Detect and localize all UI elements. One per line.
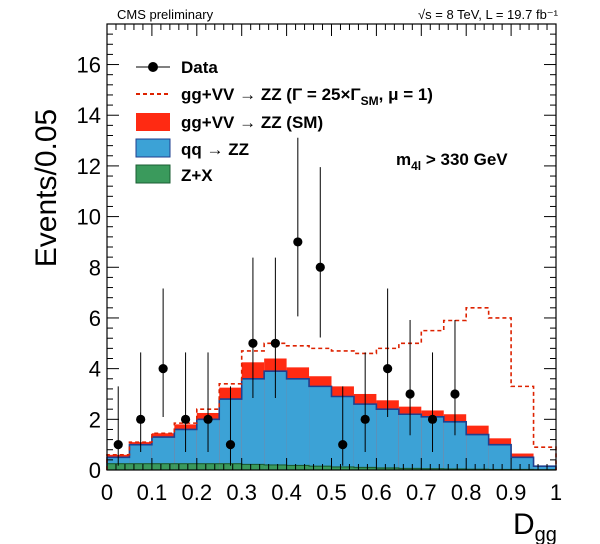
x-tick-label: 0.9 [496,480,527,505]
legend-label-qqzz: qq → ZZ [181,140,249,159]
bin-qqzz [264,371,287,470]
bin-qqzz [309,386,332,470]
y-tick-label: 4 [89,357,101,382]
data-point [427,414,438,424]
y-tick-label: 8 [89,255,101,280]
legend: Data gg+VV → ZZ (Γ = 25×ΓSM, μ = 1) gg+V… [135,58,433,185]
data-point [248,338,258,348]
x-axis-title-main: D [513,508,535,541]
x-tick-label: 1 [550,480,562,505]
bin-zx [264,464,287,470]
data-point [203,414,213,424]
data-point [180,414,191,424]
y-tick-label: 10 [77,205,101,230]
bin-zx [129,463,152,470]
x-tick-label: 0.8 [451,480,482,505]
legend-bsm-main: gg+VV → ZZ (Γ = 25×Γ [181,85,361,104]
annotation-main: m [396,150,411,169]
axis-ticks [106,23,557,471]
zx-outline [106,463,557,471]
legend-sm-swatch [136,113,170,131]
legend-label-sm: gg+VV → ZZ (SM) [181,113,323,132]
data-point [405,389,415,399]
x-tick-label: 0.1 [137,480,168,505]
bin-zx [376,467,399,470]
bin-zx [241,464,265,470]
data-point [315,262,325,272]
x-tick-label: 0.6 [361,480,392,505]
data-point [113,440,123,450]
mass-cut-annotation: m4l > 330 GeV [396,150,508,173]
annotation-sub: 4l [411,159,421,173]
bin-qqzz [511,457,534,470]
bin-qqzz [376,409,399,470]
histogram-layer [106,307,557,471]
bin-qqzz [398,414,422,470]
y-tick-label: 0 [89,458,101,483]
data-point [158,364,168,374]
bin-zx [353,467,377,470]
bsm-dashed-line [106,307,557,470]
data-point [383,364,393,374]
bin-zx [151,463,175,470]
data-point [293,237,303,247]
bin-zx [286,465,310,470]
y-tick-label: 2 [89,407,101,432]
header-left: CMS preliminary [117,7,214,22]
y-tick-labels: 0 2 4 6 8 10 12 14 16 [77,53,101,483]
x-tick-label: 0.4 [271,480,302,505]
bin-qqzz [151,437,175,470]
x-axis-title-sub: gg [535,524,557,544]
legend-bsm-sub: SM [361,94,379,108]
bin-zx [398,468,422,470]
bin-zx [196,463,220,470]
data-points-layer [113,137,460,466]
legend-zx-swatch [135,164,171,184]
x-tick-labels: 0 0.1 0.2 0.3 0.4 0.5 0.6 0.7 0.8 0.9 1 [101,480,562,505]
data-point [270,338,280,348]
x-axis-title: Dgg [513,508,557,544]
bin-qqzz [286,378,310,470]
header-right: √s = 8 TeV, L = 19.7 fb⁻¹ [418,7,559,22]
bin-zx [219,463,242,470]
y-tick-label: 14 [77,103,101,128]
data-point [225,440,236,450]
y-tick-label: 16 [77,53,101,78]
bin-zx [309,466,332,470]
bin-zx [421,468,444,470]
bin-zx [331,466,354,470]
legend-bsm-end: , μ = 1) [379,85,433,104]
y-tick-label: 6 [89,306,101,331]
x-tick-label: 0 [101,480,113,505]
x-tick-label: 0.7 [406,480,437,505]
data-point [338,440,348,450]
x-tick-label: 0.5 [316,480,347,505]
y-tick-label: 12 [77,154,101,179]
x-tick-label: 0.3 [226,480,257,505]
bin-zx [107,463,130,470]
data-point [136,414,146,424]
bin-qqzz [466,434,489,470]
x-tick-label: 0.2 [182,480,213,505]
bin-qqzz [241,378,265,470]
data-point [360,414,370,424]
annotation-end: > 330 GeV [421,150,508,169]
data-point [450,389,460,399]
legend-label-data: Data [181,58,218,77]
legend-label-bsm: gg+VV → ZZ (Γ = 25×ΓSM, μ = 1) [181,85,433,108]
y-axis-title: Events/0.05 [30,109,63,267]
bin-qqzz [488,444,512,470]
bin-qqzz [443,421,467,470]
legend-qqzz-swatch [135,138,171,158]
bin-zx [174,463,197,470]
bin-qqzz [533,466,556,470]
legend-label-zx: Z+X [181,166,213,185]
